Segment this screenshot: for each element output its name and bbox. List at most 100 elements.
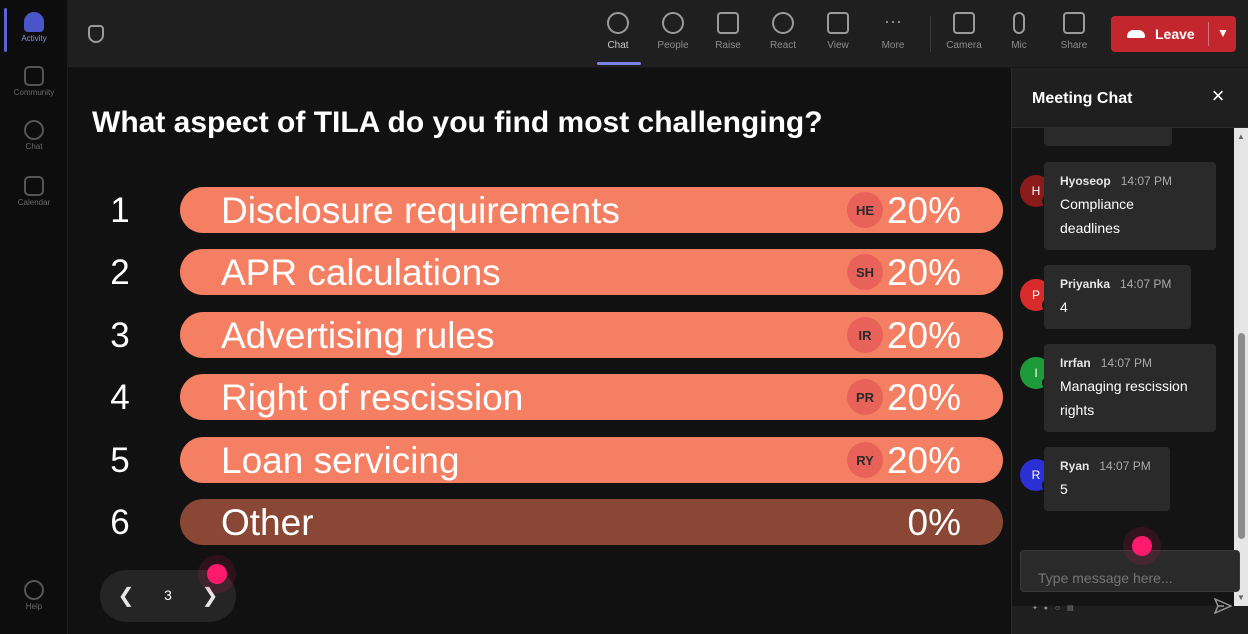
app-rail: Activity Community Chat Calendar Help <box>0 0 68 634</box>
cursor-highlight <box>1132 536 1152 556</box>
scroll-up-icon[interactable]: ▲ <box>1237 132 1245 141</box>
mic-icon <box>1013 12 1025 34</box>
shield-icon[interactable] <box>88 25 104 43</box>
option-bar: Disclosure requirements HE 20% <box>180 187 1003 233</box>
toolbar-mic-button[interactable]: Mic <box>992 10 1046 51</box>
rail-item-help[interactable]: Help <box>0 580 68 611</box>
poll-stage: What aspect of TILA do you find most cha… <box>68 68 1011 634</box>
toolbar-raise-button[interactable]: Raise <box>701 10 755 51</box>
poll-option-row: 4 Right of rescission PR 20% <box>68 374 1011 422</box>
chat-scrollbar[interactable]: ▲ ▼ <box>1234 128 1248 606</box>
toolbar-people-button[interactable]: People <box>646 10 700 51</box>
voter-avatar: SH <box>847 254 883 290</box>
chat-message-input[interactable] <box>1020 550 1240 592</box>
current-page-number: 3 <box>164 587 172 603</box>
toolbar-react-button[interactable]: React <box>756 10 810 51</box>
close-icon[interactable]: × <box>1211 83 1225 108</box>
toolbar-camera-button[interactable]: Camera <box>937 10 991 51</box>
message-text-line: 4 <box>1060 299 1068 315</box>
bell-icon <box>24 12 44 32</box>
active-tab-indicator <box>597 62 641 65</box>
option-label: Advertising rules <box>221 315 495 356</box>
community-icon <box>24 66 44 86</box>
chat-message: Ryan 14:07 PM 5 <box>1044 447 1170 511</box>
toolbar-button-label: Mic <box>1011 40 1027 51</box>
next-page-button[interactable]: ❯ <box>201 585 219 607</box>
toolbar-more-button[interactable]: ··· More <box>866 10 920 51</box>
option-bar: APR calculations SH 20% <box>180 249 1003 295</box>
toolbar-button-label: More <box>881 40 905 51</box>
option-bar: Other 0% <box>180 499 1003 545</box>
option-percent: 20% <box>886 440 961 481</box>
option-percent: 20% <box>886 315 961 356</box>
option-label: Loan servicing <box>221 440 460 481</box>
voter-avatar: HE <box>847 192 883 228</box>
toolbar-button-label: React <box>769 40 797 51</box>
toolbar-button-label: Raise <box>715 40 741 51</box>
toolbar-button-label: Share <box>1060 40 1088 51</box>
poll-option-row: 6 Other 0% <box>68 499 1011 547</box>
message-time: 14:07 PM <box>1120 174 1173 188</box>
toolbar-chat-button[interactable]: Chat <box>591 10 645 51</box>
rail-item-label: Activity <box>21 34 47 43</box>
scroll-down-icon[interactable]: ▼ <box>1237 593 1245 602</box>
rail-item-community[interactable]: Community <box>0 66 68 97</box>
chat-message-list[interactable]: H Hyoseop 14:07 PM Compliance deadlines P… <box>1012 128 1234 606</box>
rail-item-label: Community <box>13 88 55 97</box>
message-time: 14:07 PM <box>1100 356 1153 370</box>
toolbar-button-label: People <box>657 40 689 51</box>
option-percent: 20% <box>886 190 961 231</box>
toolbar-button-label: Camera <box>946 40 982 51</box>
rail-item-chat[interactable]: Chat <box>0 120 68 151</box>
chat-title: Meeting Chat <box>1032 90 1133 107</box>
avatar-initial: H <box>1031 184 1041 198</box>
rail-item-activity[interactable]: Activity <box>0 12 68 43</box>
chat-icon <box>607 12 629 34</box>
option-bar: Advertising rules IR 20% <box>180 312 1003 358</box>
chat-message: Priyanka 14:07 PM 4 <box>1044 265 1191 329</box>
poll-question: What aspect of TILA do you find most cha… <box>92 106 823 139</box>
rail-item-label: Calendar <box>17 198 51 207</box>
toolbar-button-label: View <box>827 40 849 51</box>
option-label: Other <box>221 502 314 543</box>
toolbar-button-label: Chat <box>607 40 629 51</box>
format-toolbar[interactable]: ✦ ● ☺ ▤ <box>1032 605 1076 612</box>
toolbar-share-button[interactable]: Share <box>1047 10 1101 51</box>
poll-option-row: 1 Disclosure requirements HE 20% <box>68 187 1011 235</box>
option-label: Disclosure requirements <box>221 190 620 231</box>
view-icon <box>827 12 849 34</box>
chat-message: Irrfan 14:07 PM Managing rescission right… <box>1044 344 1216 432</box>
chat-icon <box>24 120 44 140</box>
leave-divider <box>1208 22 1209 46</box>
option-number: 2 <box>110 253 130 292</box>
meeting-chat-panel: Meeting Chat × H Hyoseop 14:07 PM Complia… <box>1011 68 1248 634</box>
leave-button[interactable]: Leave ▼ <box>1111 16 1236 52</box>
more-icon: ··· <box>884 11 902 31</box>
scrollbar-thumb[interactable] <box>1238 333 1245 539</box>
option-number: 1 <box>110 191 130 230</box>
avatar-initial: R <box>1031 468 1041 482</box>
option-percent: 0% <box>907 502 961 543</box>
toolbar-view-button[interactable]: View <box>811 10 865 51</box>
send-icon[interactable] <box>1213 597 1233 615</box>
leave-label: Leave <box>1155 26 1195 42</box>
message-text-line: deadlines <box>1060 220 1120 236</box>
phone-hangup-icon <box>1127 30 1145 38</box>
rail-active-indicator <box>4 8 7 52</box>
camera-off-icon <box>953 12 975 34</box>
previous-page-button[interactable]: ❮ <box>117 585 135 607</box>
message-text-line: Compliance <box>1060 196 1134 212</box>
rail-item-calendar[interactable]: Calendar <box>0 176 68 207</box>
message-text-line: Managing rescission <box>1060 378 1188 394</box>
cursor-highlight <box>207 564 227 584</box>
voter-avatar: IR <box>847 317 883 353</box>
message-sender: Irrfan <box>1060 356 1091 370</box>
rail-item-label: Chat <box>25 142 43 151</box>
poll-option-row: 3 Advertising rules IR 20% <box>68 312 1011 360</box>
chevron-down-icon[interactable]: ▼ <box>1217 26 1229 40</box>
voter-avatar: PR <box>847 379 883 415</box>
chat-message-partial <box>1044 128 1172 146</box>
chat-header-divider <box>1012 127 1248 128</box>
react-icon <box>772 12 794 34</box>
voter-avatar: RY <box>847 442 883 478</box>
